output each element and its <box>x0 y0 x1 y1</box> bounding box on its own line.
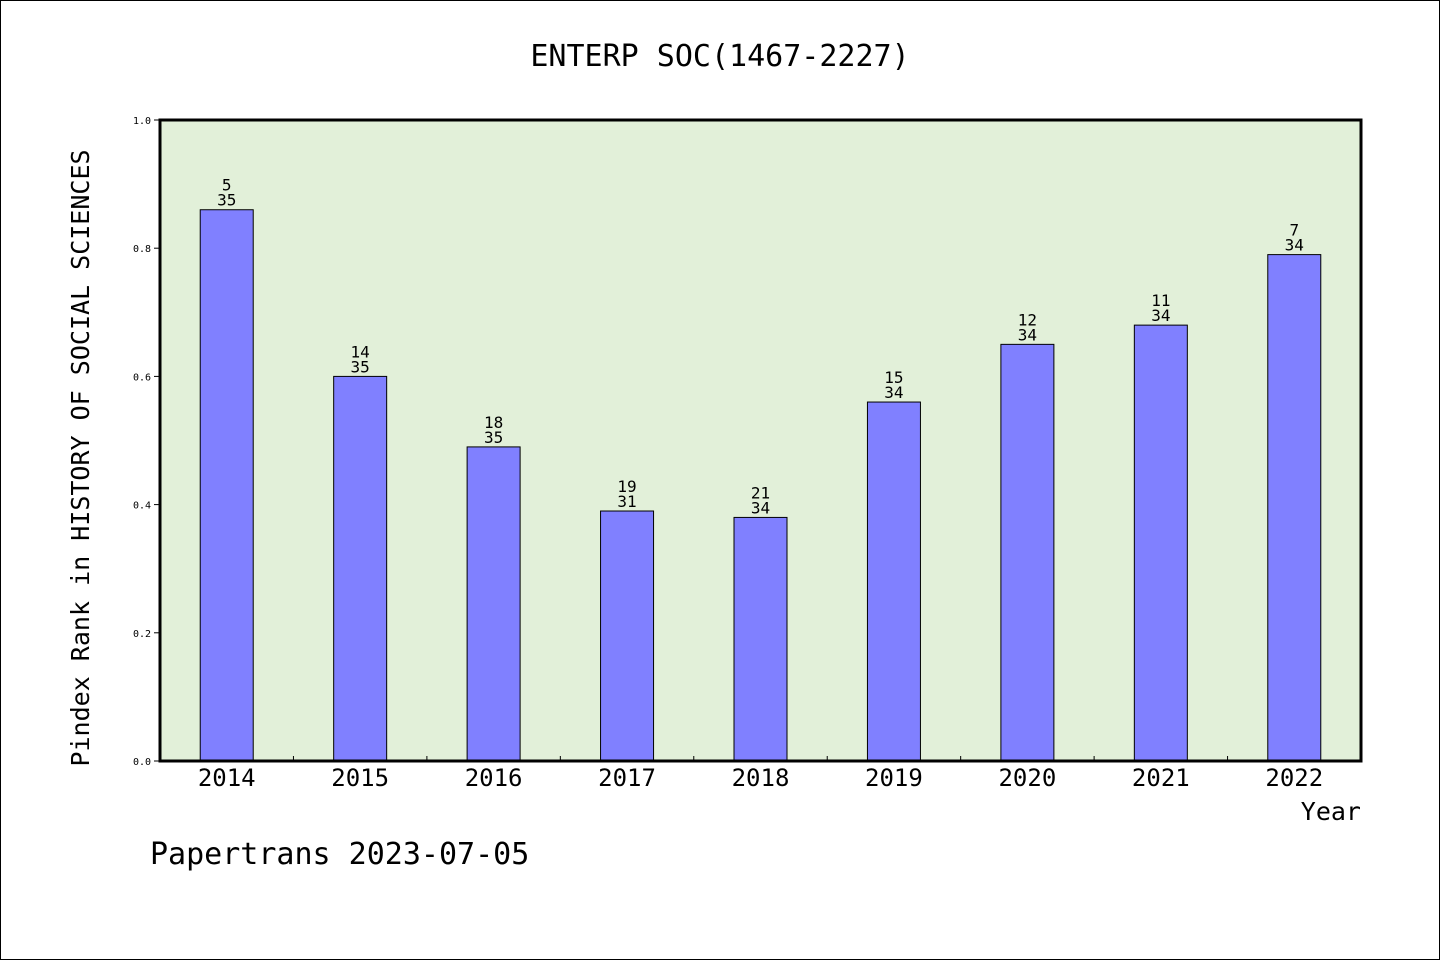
rank-label: 12 <box>1018 310 1037 329</box>
x-tick-label: 2017 <box>598 764 656 792</box>
x-tick-label: 2014 <box>198 764 256 792</box>
bars-group <box>199 209 1322 762</box>
y-axis-label: Pindex Rank in HISTORY OF SOCIAL SCIENCE… <box>66 149 95 766</box>
bar <box>199 209 254 762</box>
rank-label: 15 <box>884 368 903 387</box>
rank-label: 11 <box>1151 291 1170 310</box>
footer-text: Papertrans 2023-07-05 <box>150 837 529 872</box>
x-tick-label: 2019 <box>865 764 923 792</box>
y-ticks-group: 0.0 0.2 0.4 0.6 0.8 1.0 <box>133 116 160 768</box>
rank-label: 21 <box>751 483 770 502</box>
x-ticks-group: 2014 2015 2016 2017 2018 2019 2020 2021 2022 <box>198 756 1323 792</box>
total-label: 34 <box>1285 236 1304 255</box>
y-tick-label: 0.2 <box>133 629 151 640</box>
y-tick-label: 0.6 <box>133 372 151 383</box>
bar <box>1133 324 1188 762</box>
x-tick-label: 2020 <box>998 764 1056 792</box>
y-tick-label: 0.8 <box>133 244 151 255</box>
x-tick-label: 2021 <box>1132 764 1190 792</box>
chart-title: ENTERP SOC(1467-2227) <box>530 39 909 74</box>
x-tick-label: 2022 <box>1265 764 1323 792</box>
plot-border <box>158 118 1363 763</box>
x-tick-label: 2018 <box>732 764 790 792</box>
total-label: 34 <box>1151 306 1170 325</box>
bar <box>733 516 788 762</box>
total-label: 34 <box>1018 325 1037 344</box>
x-tick-label: 2015 <box>331 764 389 792</box>
y-tick-label: 0.4 <box>133 501 151 512</box>
rank-label: 7 <box>1289 221 1299 240</box>
total-label: 35 <box>484 428 503 447</box>
rank-label: 19 <box>617 477 636 496</box>
x-axis-label: Year <box>1301 797 1361 826</box>
rank-label: 5 <box>222 176 232 195</box>
total-label: 35 <box>351 357 370 376</box>
rank-label: 18 <box>484 413 503 432</box>
bar <box>1267 254 1322 762</box>
bar <box>333 375 388 762</box>
bar <box>1000 343 1055 762</box>
bar <box>466 446 521 762</box>
x-tick-label: 2016 <box>465 764 523 792</box>
y-tick-label: 0.0 <box>133 757 151 768</box>
bar <box>600 510 655 762</box>
total-label: 34 <box>884 383 903 402</box>
total-label: 34 <box>751 498 770 517</box>
y-tick-label: 1.0 <box>133 116 151 127</box>
total-label: 31 <box>617 492 636 511</box>
rank-label: 14 <box>351 342 370 361</box>
bar <box>866 401 921 762</box>
total-label: 35 <box>217 191 236 210</box>
